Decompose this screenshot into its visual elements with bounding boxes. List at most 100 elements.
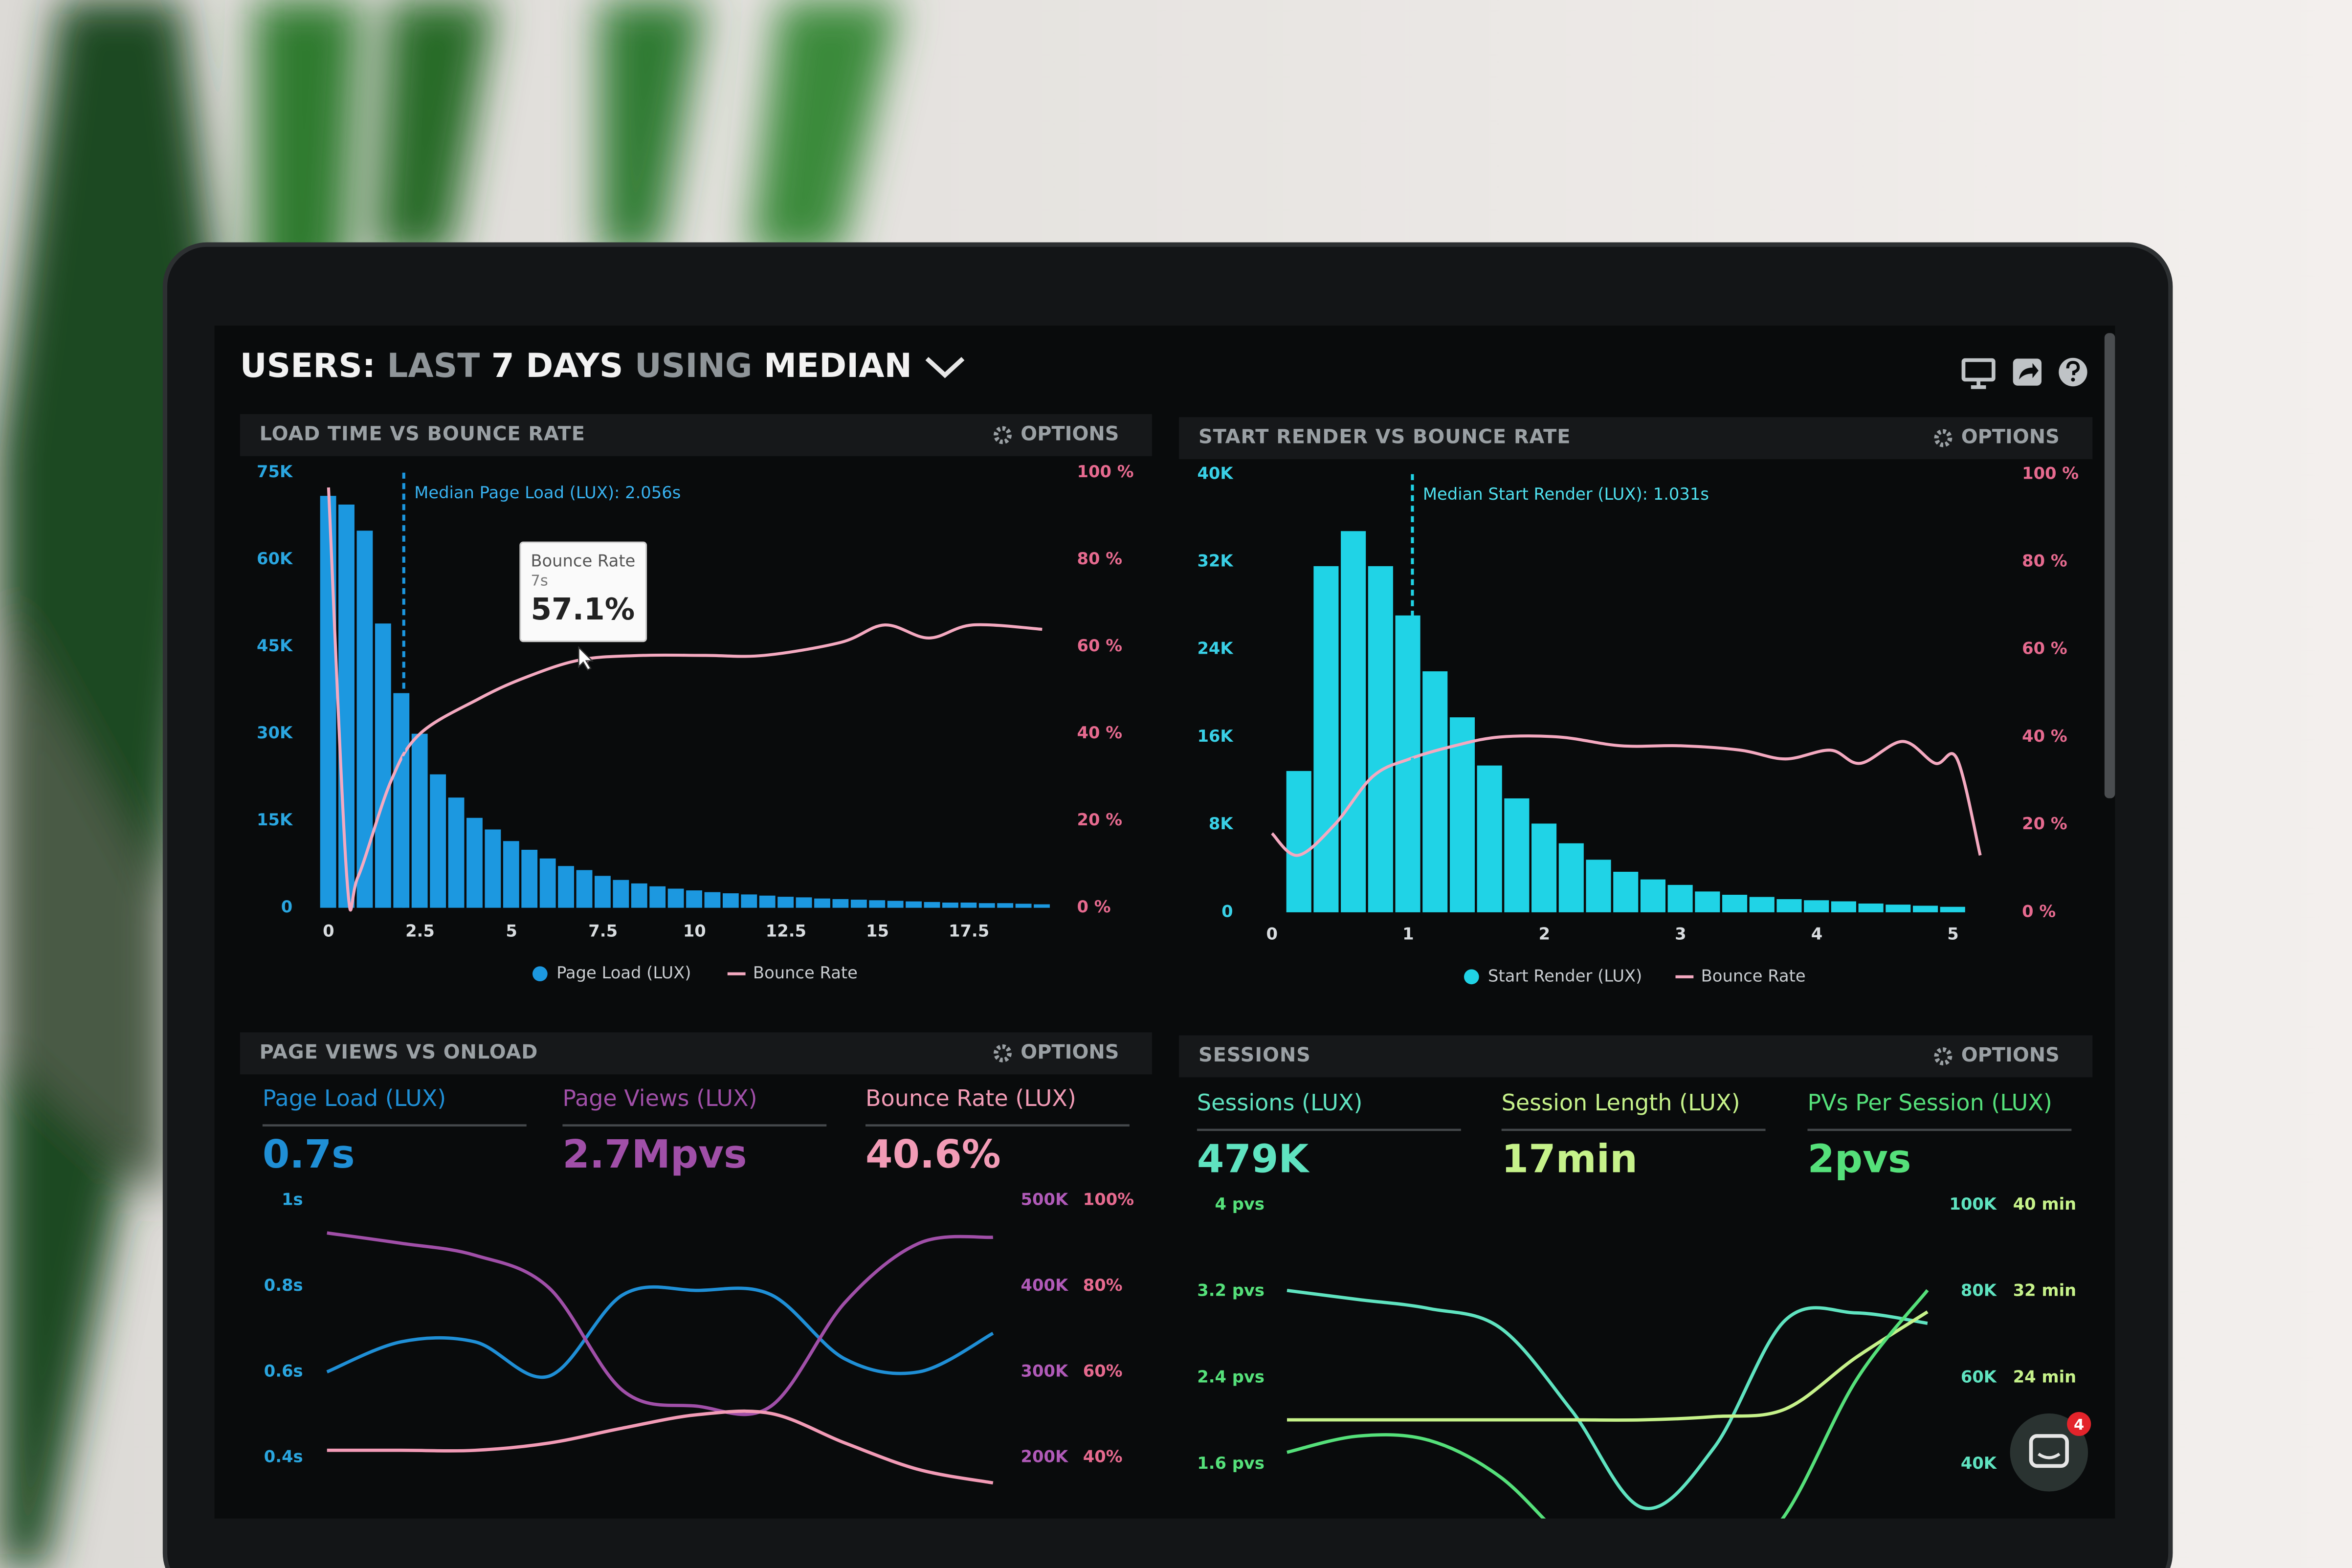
y-tick-label: 75K: [257, 462, 293, 481]
dropdown-chevron[interactable]: [925, 357, 965, 378]
chart-panel: PAGE VIEWS VS ONLOAD OPTIONS 1s 0.8s 0.6s 0.4…: [240, 1032, 1152, 1485]
kpi-label: Session Length (LUX): [1502, 1089, 1740, 1116]
histogram-bar: [832, 899, 849, 908]
panel-header: [240, 1032, 1152, 1075]
panel-header: [1179, 1035, 2093, 1078]
y2-tick-label: 20 %: [2022, 814, 2067, 833]
x-tick-label: 2: [1539, 924, 1550, 943]
legend-label: Start Render (LUX): [1488, 966, 1642, 985]
histogram-bar: [631, 883, 647, 908]
histogram-bar: [1886, 905, 1911, 912]
kpi-value: 0.7s: [263, 1131, 355, 1177]
y-tick-label: 0: [281, 897, 292, 916]
histogram-bar: [942, 903, 958, 908]
options-button[interactable]: OPTIONS: [1021, 1041, 1119, 1063]
histogram-bar: [1368, 566, 1393, 912]
y2-tick-label: 500K: [1021, 1190, 1069, 1209]
histogram-bar: [1667, 884, 1693, 912]
dashboard-title[interactable]: USERS: LAST 7 DAYS USING MEDIAN: [240, 346, 912, 384]
y-tick-label: 1s: [282, 1190, 303, 1209]
chat-widget[interactable]: 4: [2010, 1412, 2091, 1492]
x-tick-label: 15: [866, 921, 889, 940]
title-part: 7 DAYS: [491, 346, 623, 384]
x-tick-label: 3: [1675, 924, 1686, 943]
x-tick-label: 12.5: [766, 921, 806, 940]
kpi-label: Page Load (LUX): [263, 1085, 446, 1111]
y2-tick-label: 0 %: [1077, 897, 1111, 916]
histogram-bar: [924, 902, 940, 908]
title-part: USERS:: [240, 346, 376, 384]
histogram-bar: [1504, 798, 1530, 912]
histogram-bar: [375, 623, 391, 908]
tooltip-x: 7s: [531, 572, 548, 589]
x-tick-label: 5: [1947, 924, 1958, 943]
y2-tick-label: 40 %: [2022, 727, 2067, 746]
kpi-label: Sessions (LUX): [1197, 1089, 1363, 1116]
histogram-bar: [1286, 771, 1311, 912]
histogram-bar: [997, 903, 1014, 908]
histogram-bar: [1015, 904, 1032, 908]
title-part: USING: [635, 346, 752, 384]
monitor-icon[interactable]: [1961, 358, 1996, 389]
histogram-bar: [1912, 905, 1938, 912]
histogram-bar: [1613, 871, 1639, 912]
kpi-value: 2.7Mpvs: [562, 1131, 747, 1177]
x-tick-label: 17.5: [949, 921, 989, 940]
y2-tick-label: 100K: [1949, 1194, 1997, 1214]
panel-header: [1179, 417, 2093, 460]
histogram-bar: [1034, 904, 1050, 908]
y2-tick-label: 20 %: [1077, 810, 1123, 829]
help-icon[interactable]: [2059, 357, 2087, 387]
legend-label: Page Load (LUX): [556, 963, 691, 982]
share-icon[interactable]: [2013, 358, 2042, 386]
y2-tick-label: 0 %: [2022, 902, 2056, 921]
options-button[interactable]: OPTIONS: [1961, 1044, 2060, 1066]
bounce-rate-line: [327, 487, 1043, 912]
histogram-bar: [741, 894, 757, 908]
histogram-bar: [814, 898, 830, 908]
histogram-bar: [1776, 899, 1802, 912]
y2-tick-label: 80 %: [2022, 551, 2067, 570]
histogram-bar: [558, 866, 574, 908]
histogram-bar: [777, 897, 794, 908]
x-tick-label: 5: [506, 921, 517, 940]
histogram-bar: [1804, 900, 1829, 912]
gear-icon: [994, 426, 1012, 444]
y3-tick-label: 60%: [1083, 1361, 1123, 1380]
kpi-value: 479K: [1197, 1136, 1310, 1181]
histogram-bar: [1749, 897, 1775, 912]
histogram-bar: [704, 892, 721, 908]
panel-header: [240, 414, 1152, 456]
panel-title: SESSIONS: [1198, 1044, 1311, 1066]
options-button[interactable]: OPTIONS: [1021, 422, 1119, 445]
histogram-bar: [759, 895, 776, 908]
y2-tick-label: 80K: [1961, 1281, 1997, 1300]
y-tick-label: 1.6 pvs: [1197, 1454, 1265, 1473]
screen: [214, 325, 2115, 1519]
y3-tick-label: 24 min: [2013, 1367, 2076, 1386]
options-button[interactable]: OPTIONS: [1961, 426, 2060, 448]
histogram-bar: [1695, 891, 1720, 912]
y-tick-label: 0: [1221, 902, 1233, 921]
tooltip-box: [519, 541, 647, 642]
histogram-bar: [1722, 895, 1748, 912]
histogram-bar: [338, 504, 355, 908]
y-tick-label: 40K: [1197, 464, 1234, 483]
kpi-label: PVs Per Session (LUX): [1807, 1089, 2052, 1116]
histogram-bar: [869, 900, 886, 908]
series-line: [326, 1285, 994, 1379]
y-tick-label: 4 pvs: [1215, 1194, 1265, 1214]
histogram-bar: [485, 829, 501, 908]
histogram-bar: [613, 880, 629, 908]
histogram-bar: [430, 774, 446, 908]
histogram-bar: [539, 858, 556, 908]
histogram-bar: [411, 733, 428, 908]
kpi-value: 2pvs: [1807, 1136, 1911, 1181]
y-tick-label: 3.2 pvs: [1197, 1281, 1265, 1300]
legend-label: Bounce Rate: [1701, 966, 1806, 985]
scrollbar[interactable]: [2104, 333, 2115, 798]
y-tick-label: 45K: [257, 636, 293, 655]
y2-tick-label: 60K: [1961, 1367, 1997, 1386]
chart-panel: SESSIONS OPTIONS 4 pvs 3.2 pvs 2.4 pvs 1.6 pv…: [1179, 1035, 2093, 1519]
